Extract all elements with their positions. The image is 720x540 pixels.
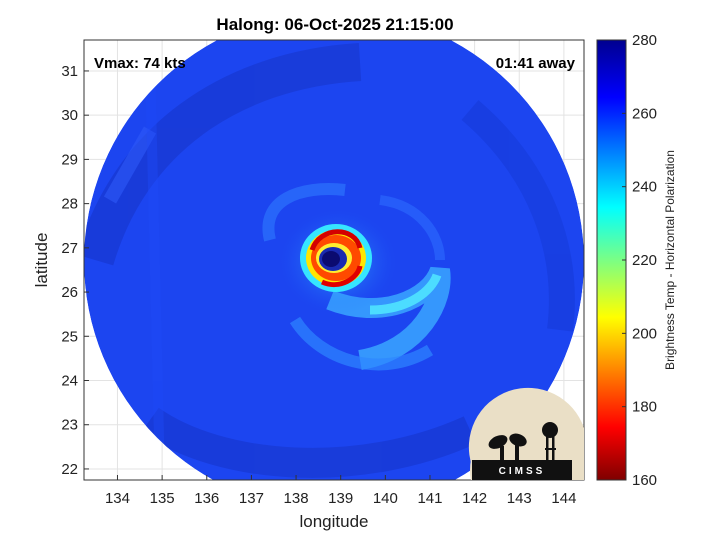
cimss-logo-text: CIMSS (499, 466, 546, 477)
y-ticks: 22 23 24 25 26 27 28 29 30 31 (61, 63, 89, 478)
colorbar-tick-label: 260 (632, 105, 657, 122)
y-axis-label: latitude (32, 233, 51, 288)
outer-cloud-bands (84, 43, 575, 480)
axes-frame (83, 39, 585, 481)
colorbar-tick-label: 200 (632, 325, 657, 342)
eyewall (300, 224, 372, 292)
x-tick-label: 135 (150, 490, 175, 507)
x-tick-label: 142 (462, 490, 487, 507)
y-tick-label: 31 (61, 63, 78, 80)
y-tick-label: 23 (61, 417, 78, 434)
colorbar-tick-label: 240 (632, 179, 657, 196)
water-tower-icon (542, 422, 558, 460)
colorbar-scale (596, 39, 627, 481)
x-tick-label: 143 (507, 490, 532, 507)
time-away-annotation: 01:41 away (496, 55, 576, 72)
x-tick-label: 138 (284, 490, 309, 507)
x-ticks: 134 135 136 137 138 139 140 141 142 143 144 (105, 475, 576, 507)
cimss-logo: CIMSS (468, 387, 584, 480)
spiral-rainbands (262, 183, 451, 371)
y-tick-label: 29 (61, 151, 78, 168)
y-tick-label: 25 (61, 328, 78, 345)
colorbar-label: Brightness Temp - Horizontal Polarizatio… (663, 150, 677, 370)
x-tick-label: 134 (105, 490, 130, 507)
colorbar-tick-label: 220 (632, 252, 657, 269)
satellite-dish-icon (488, 433, 527, 460)
y-tick-label: 22 (61, 461, 78, 478)
cyclone-eye (322, 251, 340, 267)
x-tick-label: 141 (417, 490, 442, 507)
y-tick-label: 24 (61, 373, 78, 390)
colorbar-tick-label: 280 (632, 32, 657, 49)
map-axes: 134 135 136 137 138 139 140 141 142 143 144 22 23 24… (32, 39, 585, 531)
cimss-banner (472, 460, 572, 480)
vmax-annotation: Vmax: 74 kts (94, 55, 186, 72)
x-axis-label: longitude (299, 512, 368, 531)
x-tick-label: 137 (239, 490, 264, 507)
x-tick-label: 136 (194, 490, 219, 507)
colorbar-tick-label: 160 (632, 472, 657, 489)
y-tick-label: 30 (61, 107, 78, 124)
colorbar-ticks: 160 180 200 220 240 260 280 (622, 32, 657, 489)
x-tick-label: 144 (551, 490, 576, 507)
colorbar: 160 180 200 220 240 260 280 Brightness Temp - … (596, 32, 677, 489)
x-tick-label: 139 (328, 490, 353, 507)
plot-title: Halong: 06-Oct-2025 21:15:00 (216, 15, 453, 34)
y-tick-label: 28 (61, 196, 78, 213)
colorbar-tick-label: 180 (632, 399, 657, 416)
y-tick-label: 26 (61, 284, 78, 301)
x-tick-label: 140 (373, 490, 398, 507)
y-tick-label: 27 (61, 240, 78, 257)
